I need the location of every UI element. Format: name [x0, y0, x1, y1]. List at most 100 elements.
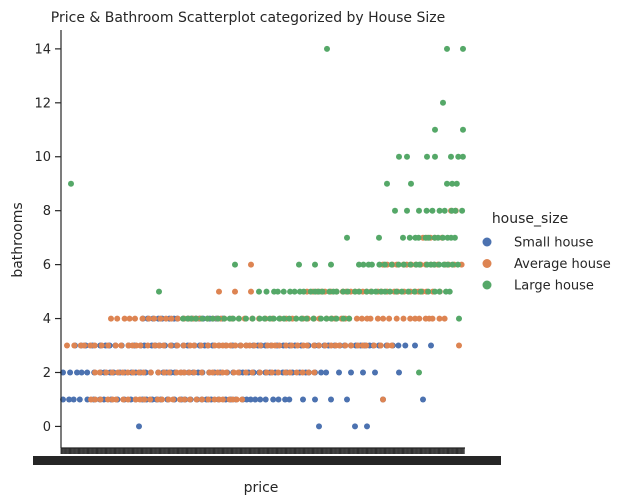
- data-point: [276, 315, 283, 322]
- data-point: [429, 315, 436, 322]
- data-point: [191, 369, 198, 376]
- data-point: [380, 396, 386, 403]
- data-point: [376, 234, 382, 241]
- data-point: [151, 342, 158, 349]
- data-point: [269, 369, 275, 376]
- data-point: [211, 342, 218, 349]
- data-point: [87, 342, 94, 349]
- data-point: [248, 288, 254, 295]
- data-point: [360, 261, 367, 268]
- data-point: [136, 423, 142, 430]
- data-point: [74, 369, 80, 376]
- data-point: [400, 261, 407, 268]
- data-point: [209, 315, 216, 322]
- data-point: [398, 288, 405, 295]
- data-point: [132, 315, 138, 322]
- data-point: [96, 369, 103, 376]
- data-point: [257, 342, 264, 349]
- data-point: [166, 369, 173, 376]
- data-point: [264, 342, 271, 349]
- data-point: [328, 315, 335, 322]
- data-point: [296, 261, 302, 268]
- data-point: [177, 396, 183, 403]
- data-point: [230, 315, 237, 322]
- data-point: [121, 315, 128, 322]
- data-point: [344, 288, 351, 295]
- data-point: [342, 342, 349, 349]
- data-point: [311, 369, 318, 376]
- data-point: [417, 288, 424, 295]
- data-point: [161, 369, 168, 376]
- data-point: [352, 288, 358, 295]
- data-point: [235, 315, 242, 322]
- data-point: [243, 315, 249, 322]
- data-point: [214, 369, 221, 376]
- data-point: [356, 288, 363, 295]
- data-point: [377, 342, 384, 349]
- data-point: [181, 396, 188, 403]
- legend-label: Small house: [514, 236, 593, 251]
- data-point: [316, 342, 323, 349]
- data-point: [336, 369, 342, 376]
- data-point: [156, 288, 162, 295]
- data-point: [304, 342, 311, 349]
- data-point: [428, 342, 434, 349]
- data-point: [328, 342, 335, 349]
- data-point: [346, 315, 353, 322]
- y-tick-label: 10: [34, 150, 51, 165]
- data-point: [204, 315, 211, 322]
- data-point: [356, 261, 362, 268]
- data-point: [283, 342, 290, 349]
- data-point: [151, 315, 158, 322]
- data-point: [333, 288, 340, 295]
- data-point: [281, 315, 287, 322]
- data-point: [455, 153, 462, 160]
- data-point: [371, 342, 377, 349]
- data-point: [114, 315, 121, 322]
- data-point: [188, 315, 195, 322]
- data-point: [322, 342, 329, 349]
- data-point: [76, 396, 83, 403]
- data-point: [352, 423, 358, 430]
- data-point: [363, 288, 370, 295]
- data-point: [280, 288, 287, 295]
- data-point: [311, 342, 317, 349]
- data-point: [219, 396, 226, 403]
- data-point: [97, 396, 104, 403]
- data-point: [136, 396, 143, 403]
- data-point: [233, 396, 240, 403]
- y-tick-label: 14: [34, 42, 51, 57]
- data-point: [108, 315, 114, 322]
- data-point: [140, 369, 147, 376]
- data-point: [400, 234, 406, 241]
- data-point: [180, 342, 187, 349]
- data-point: [287, 288, 294, 295]
- data-point: [395, 342, 402, 349]
- data-point: [163, 315, 169, 322]
- data-point: [368, 261, 375, 268]
- data-point: [388, 261, 395, 268]
- data-point: [168, 315, 175, 322]
- data-point: [261, 315, 268, 322]
- data-point: [64, 342, 70, 349]
- data-point: [323, 369, 330, 376]
- data-point: [70, 396, 77, 403]
- data-point: [415, 234, 422, 241]
- data-point: [135, 369, 142, 376]
- data-point: [404, 153, 410, 160]
- data-point: [145, 315, 152, 322]
- data-point: [275, 369, 282, 376]
- data-point: [199, 315, 206, 322]
- data-point: [272, 342, 279, 349]
- data-point: [392, 207, 398, 214]
- data-point: [198, 342, 205, 349]
- data-point: [400, 315, 407, 322]
- data-point: [431, 261, 438, 268]
- data-point: [276, 342, 283, 349]
- data-point: [436, 288, 443, 295]
- data-point: [456, 315, 462, 322]
- data-point: [174, 315, 181, 322]
- data-point: [328, 396, 334, 403]
- data-point: [407, 261, 414, 268]
